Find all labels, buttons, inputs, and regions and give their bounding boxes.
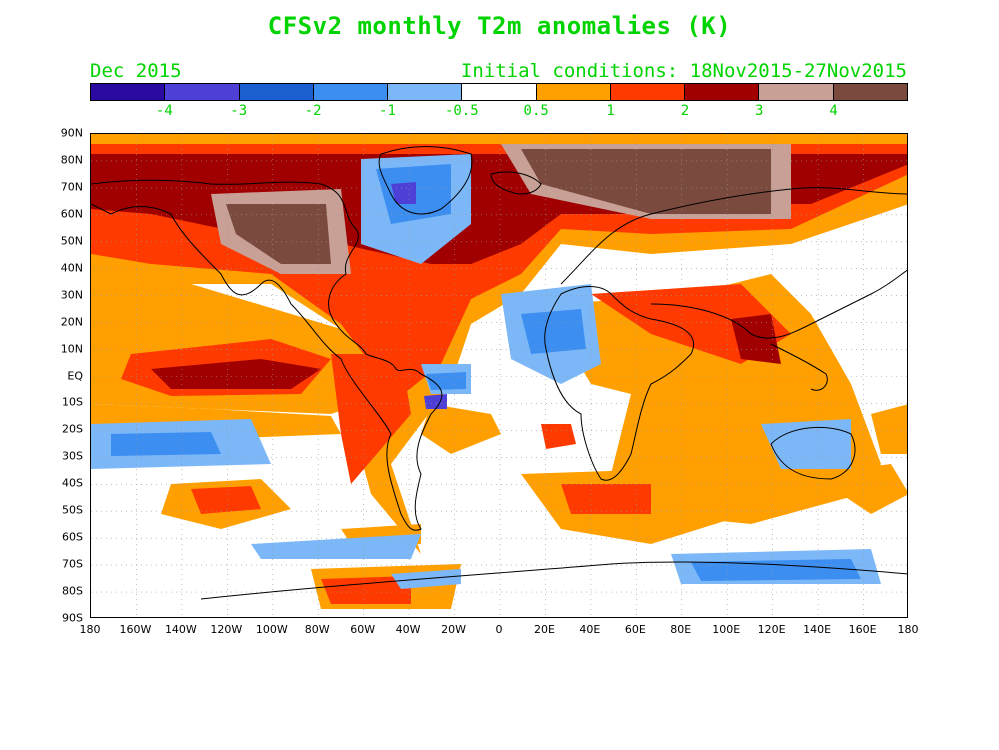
legend-swatch: [610, 84, 686, 100]
latitude-tick-label: 50S: [62, 503, 83, 517]
latitude-tick-label: 30N: [60, 288, 83, 302]
latitude-tick-label: 30S: [62, 449, 83, 463]
coastlines: [91, 146, 907, 600]
color-legend-labels: -4 -3 -2 -1 -0.5 0.5 1 2 3 4: [90, 103, 908, 121]
legend-label: -2: [304, 103, 322, 119]
longitude-tick-label: 20W: [441, 623, 466, 636]
latitude-tick-label: 90S: [62, 611, 83, 625]
valid-month-label: Dec 2015: [90, 60, 182, 82]
legend-label: 1: [606, 103, 615, 119]
longitude-tick-label: 20E: [533, 623, 555, 636]
legend-swatch: [91, 84, 166, 100]
longitude-tick-label: 120W: [210, 623, 243, 636]
longitude-tick-label: 60W: [350, 623, 376, 636]
longitude-tick-label: 100E: [712, 623, 741, 636]
legend-label: -0.5: [444, 103, 479, 119]
initial-conditions-label: Initial conditions: 18Nov2015-27Nov2015: [460, 60, 907, 82]
legend-swatch: [833, 84, 907, 100]
longitude-tick-label: 140E: [803, 623, 832, 636]
latitude-tick-label: 10N: [60, 342, 83, 356]
legend-label: -4: [155, 103, 173, 119]
longitude-tick-label: 160W: [119, 623, 152, 636]
legend-swatch: [239, 84, 314, 100]
longitude-tick-label: 100W: [255, 623, 288, 636]
latitude-tick-label: EQ: [67, 369, 83, 382]
longitude-tick-label: 40W: [395, 623, 421, 636]
legend-swatch: [759, 84, 834, 100]
legend-label: 2: [680, 103, 690, 119]
latitude-tick-label: 90N: [60, 126, 83, 140]
legend-swatch: [165, 84, 240, 100]
legend-swatch: [536, 84, 611, 100]
latitude-tick-label: 40N: [60, 261, 83, 275]
longitude-tick-label: 40E: [579, 623, 601, 636]
longitude-tick-label: 0: [495, 623, 503, 636]
latitude-tick-label: 70N: [60, 180, 83, 194]
latitude-tick-label: 60S: [62, 530, 83, 544]
legend-label: -1: [379, 103, 396, 119]
latitude-tick-label: 50N: [60, 234, 83, 248]
latitude-tick-label: 80S: [62, 584, 83, 598]
latitude-tick-label: 20N: [60, 315, 83, 329]
legend-swatch: [313, 84, 389, 100]
longitude-tick-label: 60E: [624, 623, 646, 636]
legend-label: 3: [755, 103, 764, 119]
legend-swatch: [388, 84, 463, 100]
longitude-tick-label: 140W: [164, 623, 197, 636]
legend-label: -3: [230, 103, 248, 119]
anomaly-map-svg: [91, 134, 907, 617]
legend-label: 4: [829, 103, 838, 119]
longitude-tick-label: 120E: [757, 623, 786, 636]
map-title: CFSv2 monthly T2m anomalies (K): [267, 12, 732, 40]
anomaly-map: [90, 133, 908, 618]
legend-swatch: [462, 84, 537, 100]
latitude-tick-label: 10S: [62, 395, 83, 409]
longitude-tick-label: 180: [79, 623, 101, 636]
latitude-tick-label: 40S: [62, 476, 83, 490]
latitude-tick-label: 80N: [60, 153, 83, 167]
latitude-tick-label: 60N: [60, 207, 83, 221]
longitude-tick-label: 80W: [304, 623, 330, 636]
latitude-tick-label: 70S: [62, 557, 83, 571]
longitude-tick-label: 180: [897, 623, 919, 636]
legend-swatch: [685, 84, 760, 100]
color-legend: [90, 83, 908, 101]
longitude-tick-label: 80E: [670, 623, 692, 636]
longitude-tick-label: 160E: [848, 623, 877, 636]
cold-anomaly-shading-strong: [111, 164, 861, 581]
legend-label: 0.5: [523, 103, 549, 119]
anomaly-shading-peak: [226, 149, 771, 264]
latitude-tick-label: 20S: [62, 422, 83, 436]
